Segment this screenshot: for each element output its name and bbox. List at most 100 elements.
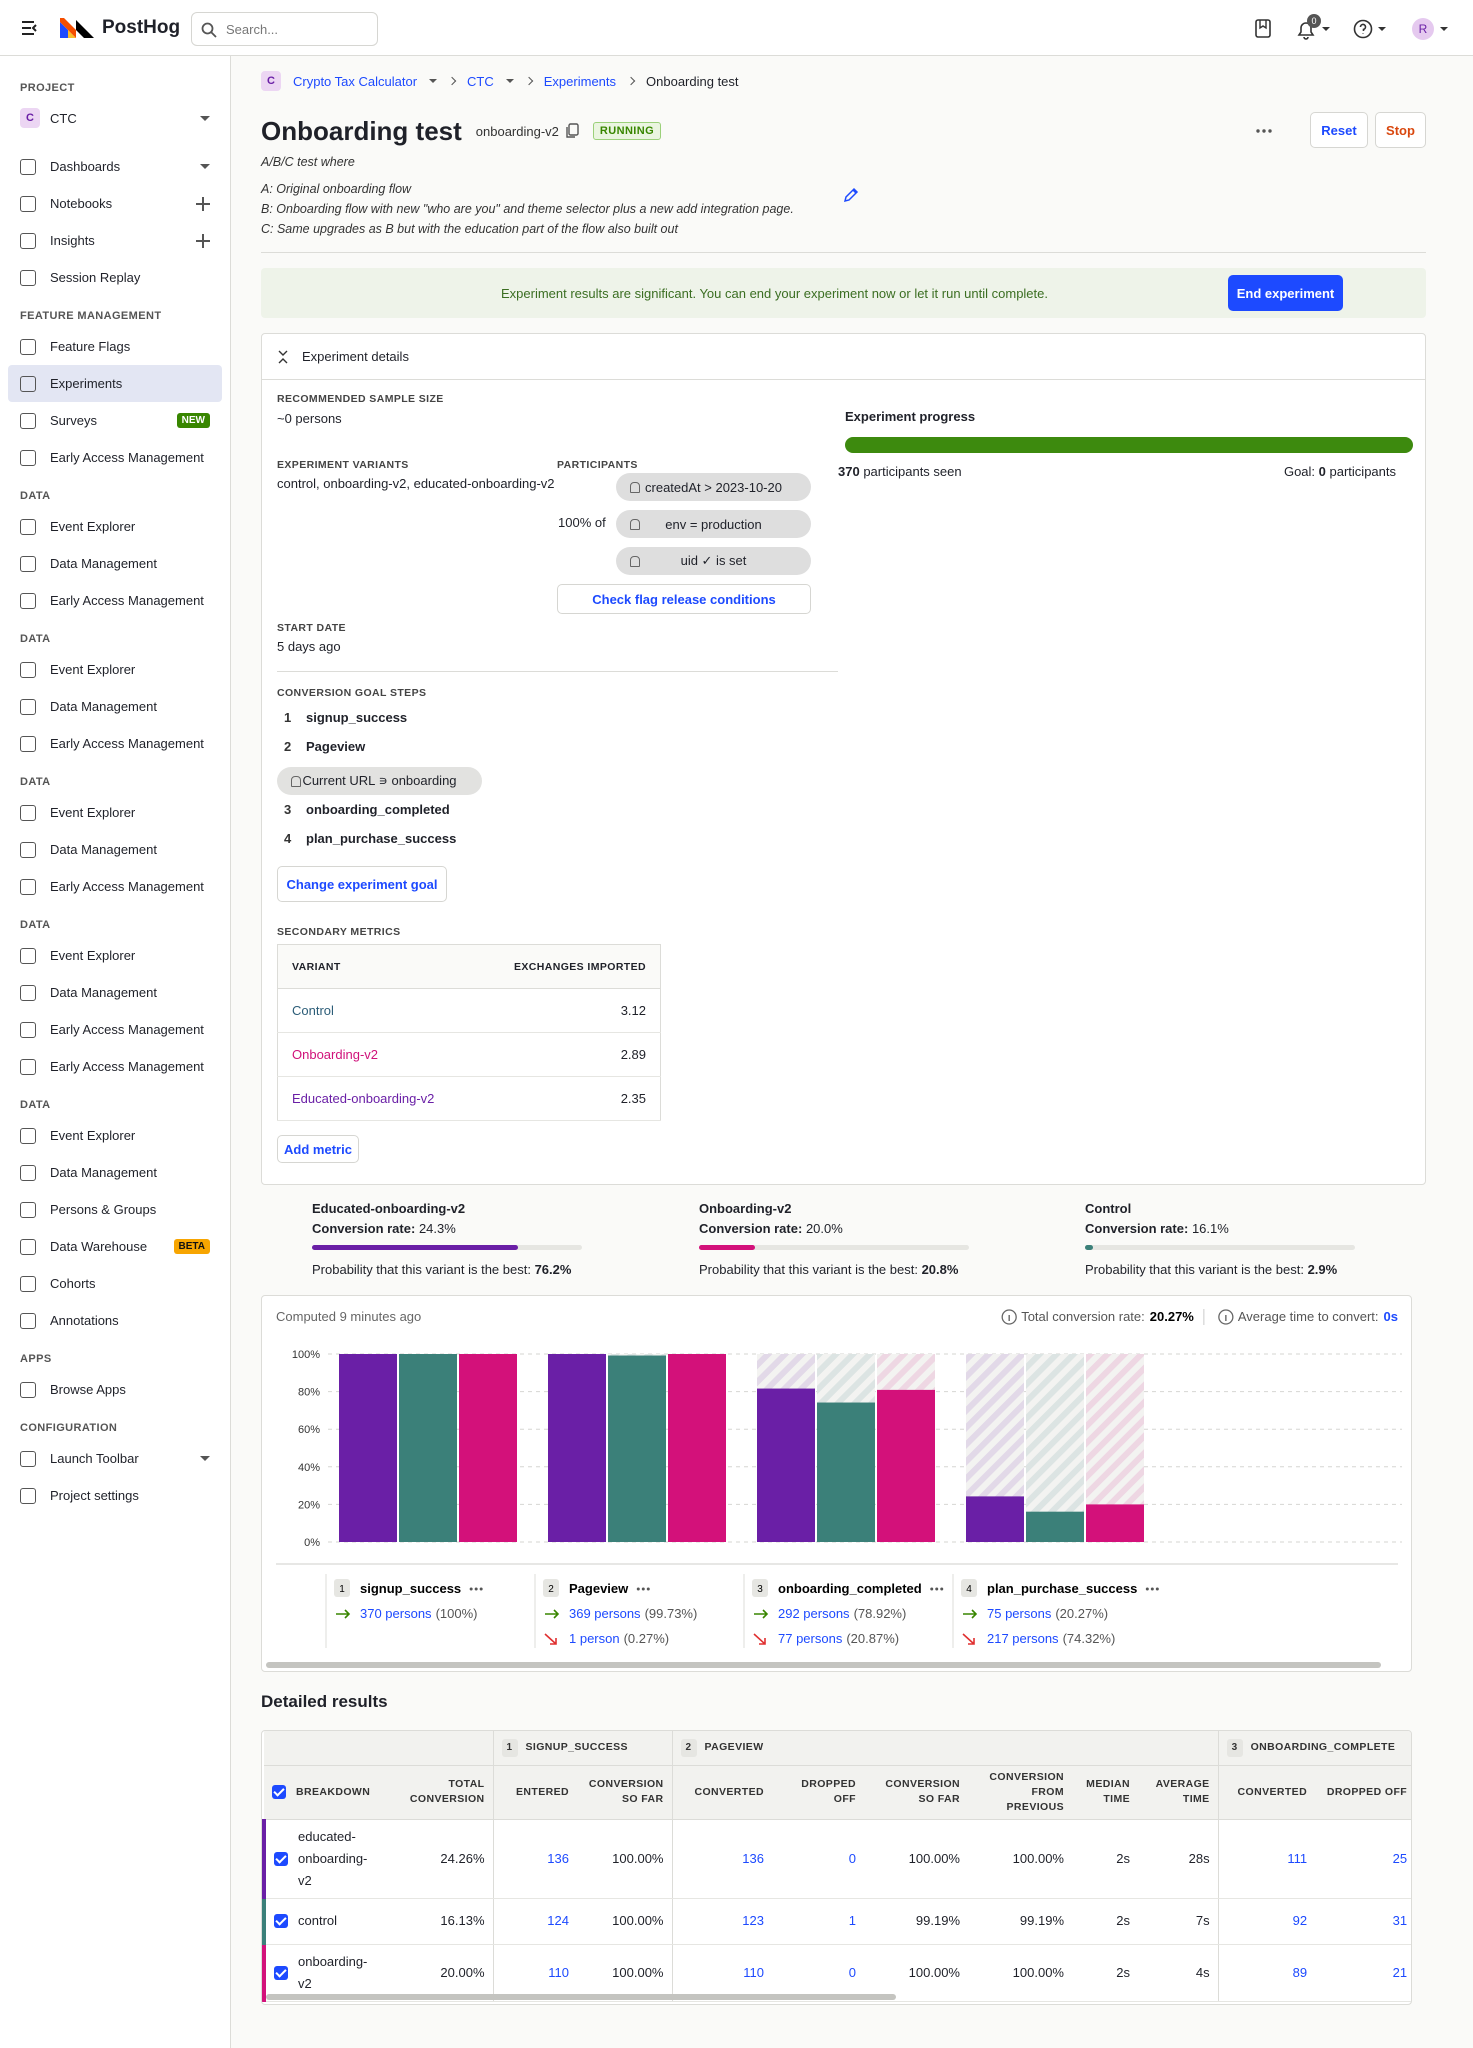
column-header: ENTERED bbox=[492, 1765, 577, 1820]
probability-track bbox=[699, 1245, 969, 1250]
checkbox[interactable] bbox=[274, 1965, 288, 1980]
nav-label: Insights bbox=[50, 233, 95, 248]
step-persons: 370 persons bbox=[360, 1606, 432, 1621]
check-conditions-button[interactable]: Check flag release conditions bbox=[557, 584, 811, 614]
nav-item[interactable]: Experiments bbox=[8, 365, 222, 402]
dropped-arrow bbox=[753, 1633, 766, 1645]
info-icon bbox=[1218, 1309, 1234, 1325]
nav-item[interactable]: Annotations bbox=[8, 1302, 222, 1339]
nav-label: Browse Apps bbox=[50, 1382, 126, 1397]
nav-item[interactable]: Event Explorer bbox=[8, 937, 222, 974]
reset-button[interactable]: Reset bbox=[1310, 112, 1368, 148]
nav-item[interactable]: Data Management bbox=[8, 1154, 222, 1191]
nav-item[interactable]: Insights bbox=[8, 222, 222, 259]
checkbox[interactable] bbox=[274, 1914, 288, 1928]
checkbox[interactable] bbox=[274, 1851, 288, 1866]
nav-item[interactable]: Early Access Management bbox=[8, 868, 222, 905]
nav-item[interactable]: Project settings bbox=[8, 1477, 222, 1514]
step-menu bbox=[1155, 1587, 1159, 1591]
total-conversion-label: Total conversion rate: bbox=[1021, 1309, 1145, 1324]
project-switcher[interactable]: C CTC bbox=[8, 100, 222, 136]
nav-item[interactable]: Event Explorer bbox=[8, 794, 222, 831]
bar bbox=[757, 1388, 815, 1542]
result-row: onboarding-v2 20.00% 110 100.00% 110 0 100.00%… bbox=[262, 1944, 1411, 2002]
bar bbox=[548, 1354, 606, 1542]
breadcrumb[interactable]: Experiments bbox=[543, 73, 617, 89]
flag-key: onboarding-v2 bbox=[475, 123, 559, 139]
search-box[interactable]: Search... bbox=[191, 12, 378, 46]
nav-item[interactable]: Early Access Management bbox=[8, 439, 222, 476]
nav-item[interactable]: Event Explorer bbox=[8, 508, 222, 545]
edit-description[interactable] bbox=[843, 187, 859, 203]
nav-item[interactable]: Browse Apps bbox=[8, 1371, 222, 1408]
nav-item[interactable]: Data Management bbox=[8, 831, 222, 868]
header-row: VARIANT EXCHANGES IMPORTED bbox=[277, 944, 661, 989]
variant-name: Control bbox=[277, 988, 475, 1033]
menu-button[interactable] bbox=[22, 20, 40, 36]
probability-line: Probability that this variant is the bes… bbox=[312, 1262, 612, 1277]
step-percent: (74.32%) bbox=[1063, 1631, 1116, 1646]
nav-item[interactable]: Cohorts bbox=[8, 1265, 222, 1302]
cell: 110 bbox=[492, 1944, 577, 2002]
divider bbox=[262, 379, 1425, 380]
y-tick-label: 20% bbox=[298, 1499, 320, 1511]
caret bbox=[429, 79, 438, 87]
avatar[interactable]: R bbox=[1412, 18, 1434, 40]
step-number: 3 bbox=[1226, 1738, 1243, 1757]
change-goal-button[interactable]: Change experiment goal bbox=[277, 866, 447, 902]
nav-label: Event Explorer bbox=[50, 948, 136, 963]
collapse-icon[interactable] bbox=[278, 350, 288, 364]
nav-label: Session Replay bbox=[50, 270, 141, 285]
nav-item[interactable]: Persons & Groups bbox=[8, 1191, 222, 1228]
column-header: CONVERSION SO FAR bbox=[577, 1765, 672, 1820]
details-heading: Experiment details bbox=[302, 349, 409, 364]
breadcrumb[interactable]: Crypto Tax Calculator bbox=[293, 73, 418, 89]
converted-arrow bbox=[963, 1609, 978, 1619]
nav-item[interactable]: Data Management bbox=[8, 545, 222, 582]
secondary-metrics-table: VARIANT EXCHANGES IMPORTED Control 3.12 Onbo… bbox=[277, 944, 661, 1121]
nav-item[interactable]: Early Access Management bbox=[8, 725, 222, 762]
nav-item[interactable]: Data Management bbox=[8, 688, 222, 725]
nav-label: Event Explorer bbox=[50, 519, 136, 534]
notifications-button[interactable] bbox=[1296, 20, 1316, 40]
nav-item[interactable]: Data Management bbox=[8, 974, 222, 1011]
nav-item[interactable]: Surveys NEW bbox=[8, 402, 222, 439]
variant-card: Educated-onboarding-v2 Conversion rate: 2… bbox=[312, 1201, 612, 1277]
bar bbox=[877, 1389, 935, 1542]
cell: 136 bbox=[671, 1819, 772, 1899]
cell-value: 1 bbox=[848, 1913, 856, 1928]
nav-item[interactable]: Early Access Management bbox=[8, 1011, 222, 1048]
experiment-title: Onboarding test bbox=[261, 115, 462, 146]
stop-button[interactable]: Stop bbox=[1375, 112, 1426, 148]
step-name: onboarding_completed bbox=[778, 1581, 922, 1596]
section-title: DATA bbox=[20, 1099, 51, 1111]
nav-item[interactable]: Launch Toolbar bbox=[8, 1440, 222, 1477]
help-button[interactable] bbox=[1353, 19, 1373, 39]
step-filter: Current URL ∍ onboarding bbox=[277, 767, 482, 795]
nav-item[interactable]: Feature Flags bbox=[8, 328, 222, 365]
column-header: CONVERTED bbox=[1217, 1765, 1316, 1820]
cell: 100.00% bbox=[968, 1944, 1072, 2002]
breadcrumb[interactable]: CTC bbox=[467, 73, 494, 89]
end-experiment-button[interactable]: End experiment bbox=[1228, 275, 1343, 311]
nav-item[interactable]: Event Explorer bbox=[8, 1117, 222, 1154]
bookmark-button[interactable] bbox=[1255, 19, 1271, 38]
add-metric-button[interactable]: Add metric bbox=[277, 1135, 359, 1163]
separator bbox=[626, 76, 636, 86]
column-header-row: BREAKDOWN TOTAL CONVERSION ENTERED CONVERSI… bbox=[264, 1765, 1411, 1820]
nav-item[interactable]: Session Replay bbox=[8, 259, 222, 296]
nav-item[interactable]: Early Access Management bbox=[8, 582, 222, 619]
conversion-line: Conversion rate: 16.1% bbox=[1085, 1221, 1385, 1243]
nav-item[interactable]: Early Access Management bbox=[8, 1048, 222, 1085]
cell: 100.00% bbox=[577, 1819, 672, 1899]
nav-item[interactable]: Event Explorer bbox=[8, 651, 222, 688]
nav-item[interactable]: Dashboards bbox=[8, 148, 222, 185]
checkbox[interactable] bbox=[272, 1785, 286, 1799]
more-button[interactable] bbox=[1255, 128, 1273, 134]
nav-item[interactable]: Notebooks bbox=[8, 185, 222, 222]
breakdown-cell: educated-onboarding-v2 bbox=[274, 1826, 387, 1892]
copy-button[interactable] bbox=[565, 123, 579, 139]
step-name: ONBOARDING_COMPLETE bbox=[1250, 1740, 1396, 1753]
nav-item[interactable]: Data Warehouse BETA bbox=[8, 1228, 222, 1265]
